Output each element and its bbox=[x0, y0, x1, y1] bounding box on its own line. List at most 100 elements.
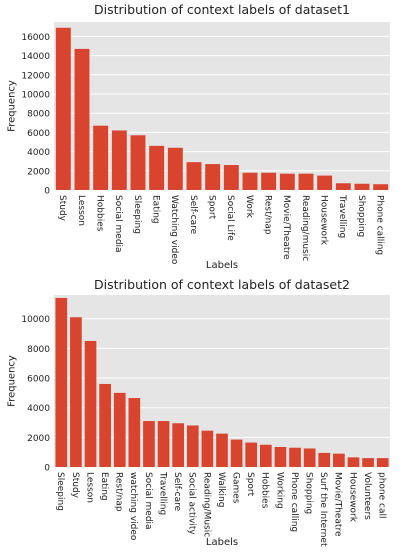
x-tick-label: Social media bbox=[113, 195, 123, 253]
y-tick-label: 6000 bbox=[27, 129, 50, 139]
x-tick-label: Rest/nap bbox=[263, 195, 273, 235]
y-axis-label: Frequency bbox=[7, 80, 18, 132]
x-axis-label: Labels bbox=[206, 537, 238, 548]
x-tick-label: Sleeping bbox=[132, 195, 142, 234]
y-tick-label: 0 bbox=[44, 464, 50, 474]
bar bbox=[143, 421, 155, 467]
x-tick-label: Eating bbox=[151, 195, 161, 224]
bar bbox=[318, 452, 331, 467]
bar bbox=[289, 447, 301, 467]
x-tick-label: Sleeping bbox=[55, 472, 65, 511]
bar bbox=[149, 145, 165, 190]
x-tick-label: Phone calling bbox=[289, 472, 299, 532]
y-tick-label: 8000 bbox=[27, 110, 50, 120]
y-tick-label: 4000 bbox=[27, 404, 50, 414]
x-tick-label: Social media bbox=[143, 472, 153, 530]
bar bbox=[84, 340, 97, 467]
bar bbox=[216, 433, 228, 467]
x-tick-label: Surf the Internet bbox=[318, 472, 328, 547]
y-tick-label: 2000 bbox=[27, 167, 50, 177]
bar bbox=[186, 162, 202, 190]
plot-area-1 bbox=[54, 22, 390, 190]
bar bbox=[157, 421, 170, 467]
bar bbox=[333, 453, 345, 467]
x-tick-label: Self-care bbox=[172, 472, 182, 512]
bar bbox=[373, 184, 389, 190]
bar bbox=[128, 398, 141, 467]
bar bbox=[279, 173, 295, 190]
x-tick-label: Hobbies bbox=[260, 472, 270, 509]
bar bbox=[298, 173, 314, 190]
bar bbox=[274, 446, 287, 467]
x-tick-label: Rest/nap bbox=[114, 472, 124, 512]
y-tick-label: 6000 bbox=[27, 375, 50, 385]
x-tick-label: Sport bbox=[207, 195, 217, 220]
chart-title: Distribution of context labels of datase… bbox=[94, 277, 350, 292]
x-tick-label: Social Life bbox=[225, 195, 235, 241]
y-tick-label: 4000 bbox=[27, 148, 50, 158]
bar bbox=[186, 425, 199, 467]
x-tick-label: Movie/Theatre bbox=[333, 472, 343, 537]
x-tick-label: Watching video bbox=[169, 195, 179, 265]
x-tick-label: Games bbox=[230, 472, 240, 504]
x-tick-label: Shopping bbox=[304, 472, 314, 514]
y-tick-label: 10000 bbox=[21, 315, 50, 325]
x-tick-label: Walking bbox=[216, 472, 226, 507]
bar bbox=[70, 317, 82, 467]
bar bbox=[245, 442, 258, 467]
x-tick-label: Lesson bbox=[84, 472, 94, 503]
x-tick-label: Shopping bbox=[356, 195, 366, 237]
y-tick-label: 16000 bbox=[21, 33, 50, 43]
x-tick-label: Phone calling bbox=[375, 195, 385, 255]
bar bbox=[205, 164, 221, 190]
bar bbox=[130, 135, 146, 190]
bar bbox=[201, 430, 214, 467]
bar bbox=[55, 297, 68, 467]
x-tick-label: Self-care bbox=[188, 195, 198, 235]
x-tick-label: Reading/music bbox=[300, 195, 310, 261]
x-tick-label: phone call bbox=[377, 472, 387, 519]
bar bbox=[335, 183, 351, 190]
x-tick-label: Reading/Music bbox=[201, 472, 211, 537]
bar bbox=[230, 439, 243, 467]
x-tick-label: Housework bbox=[347, 472, 357, 523]
chart-title: Distribution of context labels of datase… bbox=[94, 2, 350, 17]
x-tick-label: Study bbox=[70, 472, 80, 499]
bar bbox=[93, 125, 109, 190]
x-tick-label: Volunteers bbox=[362, 472, 372, 520]
x-tick-label: Lesson bbox=[76, 195, 86, 226]
bar bbox=[172, 423, 185, 467]
bar bbox=[317, 175, 333, 190]
x-tick-label: Working bbox=[274, 472, 284, 509]
bar bbox=[74, 48, 90, 190]
y-tick-label: 12000 bbox=[21, 71, 50, 81]
y-tick-label: 2000 bbox=[27, 434, 50, 444]
bar bbox=[167, 147, 183, 190]
x-tick-label: Housework bbox=[319, 195, 329, 246]
bar bbox=[261, 172, 277, 190]
x-tick-label: Work bbox=[244, 195, 254, 219]
y-tick-label: 10000 bbox=[21, 91, 50, 101]
x-tick-label: Study bbox=[57, 195, 67, 222]
x-tick-label: Eating bbox=[99, 472, 109, 501]
bar bbox=[99, 383, 111, 467]
x-axis-label: Labels bbox=[206, 260, 238, 271]
x-tick-label: Travelling bbox=[337, 194, 347, 238]
bar bbox=[303, 448, 316, 467]
bar bbox=[55, 27, 71, 191]
y-tick-label: 8000 bbox=[27, 345, 50, 355]
y-tick-label: 14000 bbox=[21, 52, 50, 62]
y-tick-label: 0 bbox=[44, 187, 50, 197]
bar bbox=[376, 458, 389, 467]
bar bbox=[259, 444, 272, 467]
y-axis-label: Frequency bbox=[7, 355, 18, 407]
bar bbox=[242, 172, 258, 190]
bar bbox=[362, 458, 374, 467]
x-tick-label: Hobbies bbox=[95, 195, 105, 232]
x-tick-label: watching video bbox=[128, 472, 138, 541]
x-tick-label: Travelling bbox=[157, 471, 167, 515]
bar bbox=[111, 130, 127, 190]
bar bbox=[223, 165, 239, 190]
